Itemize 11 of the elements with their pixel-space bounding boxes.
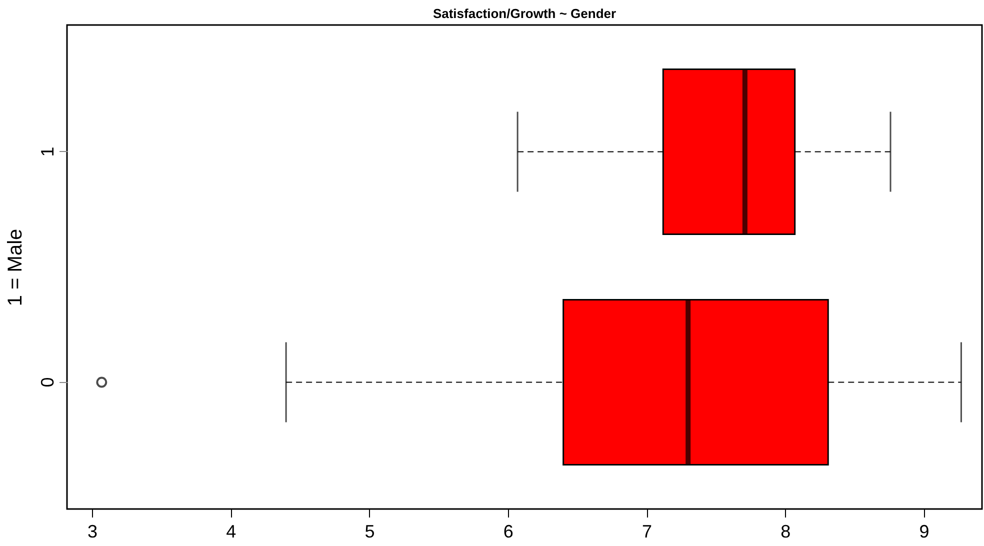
x-tick-label: 6	[503, 522, 514, 542]
y-tick-label: 0	[38, 377, 58, 388]
x-tick-label: 7	[642, 522, 652, 542]
y-tick-label: 1	[38, 146, 58, 157]
x-tick-label: 5	[364, 522, 375, 542]
x-tick-label: 4	[226, 522, 236, 542]
y-axis-title: 1 = Male	[4, 228, 26, 306]
x-tick-label: 8	[780, 522, 791, 542]
x-tick-label: 3	[87, 522, 98, 542]
chart-title: Satisfaction/Growth ~ Gender	[432, 6, 616, 21]
x-tick-label: 9	[919, 522, 930, 542]
